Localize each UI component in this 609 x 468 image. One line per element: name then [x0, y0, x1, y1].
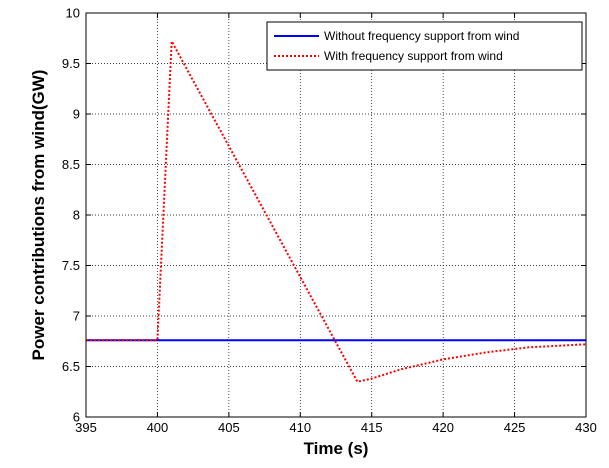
- x-tick-label: 430: [575, 420, 597, 435]
- y-tick-label: 9: [73, 107, 80, 122]
- series-line-with-support: [86, 40, 587, 383]
- y-tick-label: 10: [66, 6, 80, 21]
- y-axis-title: Power contributions from wind(GW): [29, 70, 48, 361]
- y-tick-label: 7.5: [62, 258, 80, 273]
- legend: Without frequency support from wind With…: [266, 21, 583, 71]
- x-tick-label: 395: [75, 420, 97, 435]
- series-lines: [86, 40, 587, 383]
- y-tick-label: 6.5: [62, 359, 80, 374]
- x-axis-title: Time (s): [304, 439, 369, 458]
- x-tick-label: 400: [147, 420, 169, 435]
- y-tick-label: 8: [73, 208, 80, 223]
- x-tick-label: 415: [361, 420, 383, 435]
- x-tick-label: 405: [218, 420, 240, 435]
- x-tick-label: 420: [432, 420, 454, 435]
- y-tick-label: 8.5: [62, 157, 80, 172]
- y-tick-label: 9.5: [62, 56, 80, 71]
- x-tick-label: 410: [289, 420, 311, 435]
- y-tick-label: 7: [73, 309, 80, 324]
- grid-lines: [86, 13, 586, 417]
- legend-label-with-support: With frequency support from wind: [324, 49, 503, 63]
- y-tick-label: 6: [73, 410, 80, 425]
- x-tick-label: 425: [504, 420, 526, 435]
- axis-ticks: 395 400 405 410 415 420 425 430 6 6.5 7 7.5 8 8.5 9 9.5…: [62, 6, 597, 436]
- legend-box: [266, 21, 583, 71]
- legend-label-without-support: Without frequency support from wind: [324, 29, 519, 43]
